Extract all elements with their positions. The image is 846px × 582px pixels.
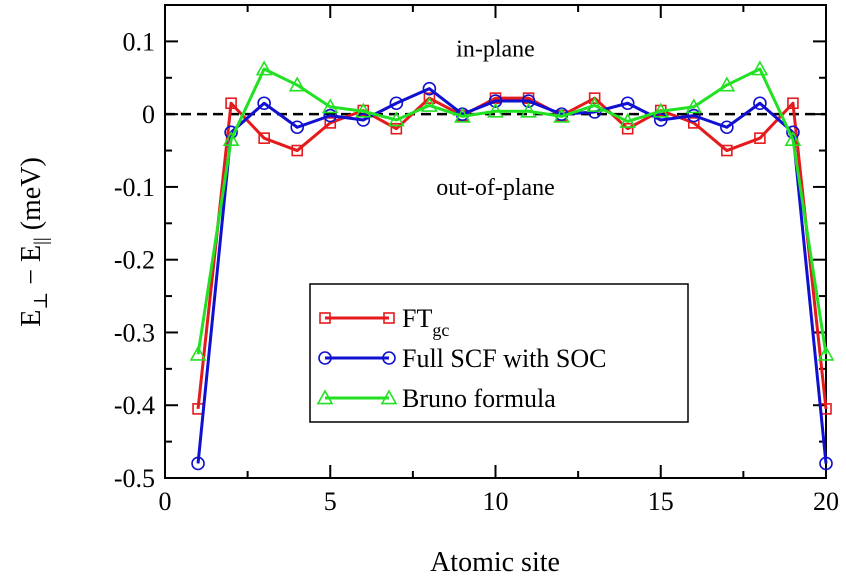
x-tick-label: 20: [813, 487, 839, 516]
y-title-e1: E: [16, 310, 47, 327]
y-tick-label: -0.3: [114, 318, 155, 347]
data-point: [721, 144, 733, 157]
legend-marker: [319, 312, 331, 324]
data-point: [520, 102, 537, 118]
data-point: [423, 92, 436, 104]
legend-marker: [383, 312, 395, 324]
data-point: [222, 130, 240, 147]
y-title-e2: E: [16, 245, 47, 262]
x-tick-label: 0: [159, 487, 172, 516]
legend-label: FTgc: [402, 304, 449, 340]
data-point: [686, 108, 701, 123]
data-point: [753, 96, 767, 111]
data-point: [488, 94, 503, 108]
data-point: [586, 96, 604, 112]
series-2: [189, 60, 835, 361]
data-point: [324, 117, 337, 129]
x-axis-title: Atomic site: [430, 547, 560, 578]
data-point: [784, 130, 802, 147]
y-tick-label: 0: [142, 100, 155, 129]
data-point: [258, 132, 270, 144]
data-point: [191, 456, 205, 471]
data-point: [354, 102, 372, 118]
y-tick-label: -0.4: [114, 391, 155, 420]
data-point: [454, 107, 471, 123]
legend-marker: [316, 389, 334, 405]
legend: FTgc Full SCF with SOC Bruno formula: [309, 283, 689, 423]
svg-text:E⊥ − E|| (meV): E⊥ − E|| (meV): [16, 157, 52, 327]
y-tick-label: -0.5: [114, 464, 155, 493]
y-title-sub1: ⊥: [31, 292, 52, 310]
annotation-0: in-plane: [456, 37, 535, 63]
legend-item: FTgc: [319, 304, 449, 340]
y-tick-label: 0.1: [123, 27, 156, 56]
legend-marker: [382, 351, 396, 365]
data-point: [321, 98, 339, 114]
data-point: [619, 112, 637, 128]
data-point: [588, 92, 601, 104]
data-point: [751, 60, 769, 76]
data-point: [754, 132, 766, 144]
data-point: [390, 122, 403, 135]
data-point: [819, 456, 833, 471]
legend-item: Full SCF with SOC: [318, 344, 606, 373]
data-point: [685, 98, 703, 114]
data-point: [387, 111, 405, 127]
data-point: [487, 102, 504, 118]
data-point: [288, 76, 306, 92]
x-tick-label: 10: [483, 487, 509, 516]
x-tick-label: 15: [648, 487, 674, 516]
legend-item: Bruno formula: [316, 384, 556, 413]
data-point: [422, 81, 437, 96]
data-point: [189, 345, 207, 361]
data-point: [255, 60, 273, 76]
legend-marker: [380, 389, 398, 405]
y-tick-label: -0.2: [114, 246, 155, 275]
y-title-sub2: ||: [31, 237, 52, 245]
data-point: [521, 94, 536, 108]
data-point: [389, 96, 404, 111]
data-point: [620, 96, 635, 111]
data-point: [718, 76, 736, 92]
legend-label: Bruno formula: [402, 384, 556, 413]
data-point: [687, 117, 700, 129]
annotation-1: out-of-plane: [436, 175, 555, 201]
data-point: [225, 97, 237, 110]
data-point: [290, 120, 305, 135]
data-point: [652, 102, 670, 118]
data-point: [257, 96, 271, 111]
legend-marker: [318, 351, 332, 365]
data-point: [553, 107, 570, 123]
data-point: [421, 96, 438, 112]
data-point: [356, 113, 371, 127]
legend-label: Full SCF with SOC: [402, 344, 606, 373]
y-tick-label: -0.1: [114, 173, 155, 202]
data-point: [787, 97, 799, 110]
data-point: [621, 122, 634, 135]
data-point: [720, 120, 734, 135]
data-point: [291, 144, 304, 157]
data-point: [817, 345, 835, 361]
y-title-unit: (meV): [16, 157, 47, 230]
x-tick-label: 5: [324, 487, 337, 516]
y-title-minus: −: [16, 269, 47, 285]
data-point: [653, 113, 668, 127]
data-point: [323, 108, 338, 123]
y-axis-title: E⊥ − E|| (meV): [16, 157, 52, 327]
